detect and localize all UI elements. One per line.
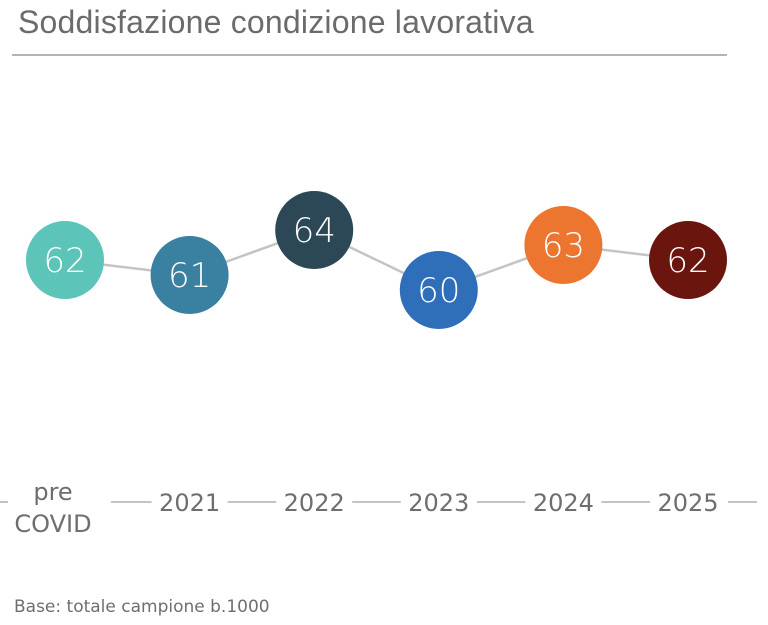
x-tick-label: 2024 (533, 489, 594, 517)
point-marker (649, 221, 727, 299)
data-label: 62 (43, 241, 86, 281)
x-tick-label: 2025 (657, 489, 718, 517)
point-marker (524, 206, 603, 284)
data-point: 63 (524, 206, 603, 284)
data-points: 62 61 64 60 63 62 (26, 191, 727, 329)
x-tick-label: 2021 (159, 489, 220, 517)
footnote: Base: totale campione b.1000 (14, 597, 270, 617)
data-point: 61 (150, 236, 229, 314)
point-marker (399, 251, 478, 329)
point-marker (150, 236, 229, 314)
data-point: 60 (399, 251, 478, 329)
x-tick-label: 2022 (284, 489, 345, 517)
point-marker (275, 191, 354, 269)
chart-area: 62 61 64 60 63 62 pre COVID 2021 2022 2023 2024 202… (0, 191, 757, 538)
data-label: 64 (293, 211, 336, 251)
data-label: 60 (417, 271, 460, 311)
data-point: 62 (26, 221, 104, 299)
x-tick-label: pre COVID (14, 478, 91, 538)
data-label: 62 (666, 241, 709, 281)
data-label: 63 (542, 226, 585, 266)
data-point: 62 (649, 221, 727, 299)
chart-title: Soddisfazione condizione lavorativa (18, 4, 534, 40)
title-divider (12, 54, 727, 56)
data-point: 64 (275, 191, 354, 269)
x-tick-labels: pre COVID 2021 2022 2023 2024 2025 (14, 478, 718, 538)
point-marker (26, 221, 104, 299)
x-tick-label: 2023 (408, 489, 469, 517)
data-label: 61 (168, 256, 211, 296)
